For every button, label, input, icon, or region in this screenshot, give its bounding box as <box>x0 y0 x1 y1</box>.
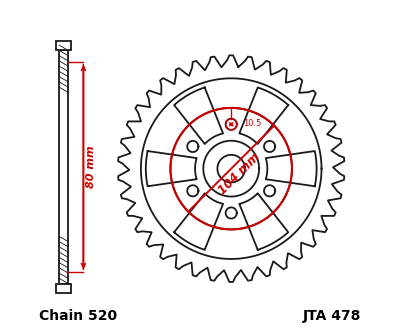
Bar <box>59 93 68 241</box>
Text: 104 mm: 104 mm <box>216 150 263 197</box>
Bar <box>56 40 71 50</box>
Text: JTA 478: JTA 478 <box>302 309 361 323</box>
Bar <box>59 50 68 284</box>
Text: Chain 520: Chain 520 <box>39 309 117 323</box>
Text: 10.5: 10.5 <box>243 119 261 128</box>
Bar <box>56 284 71 294</box>
Text: 80 mm: 80 mm <box>86 146 96 188</box>
